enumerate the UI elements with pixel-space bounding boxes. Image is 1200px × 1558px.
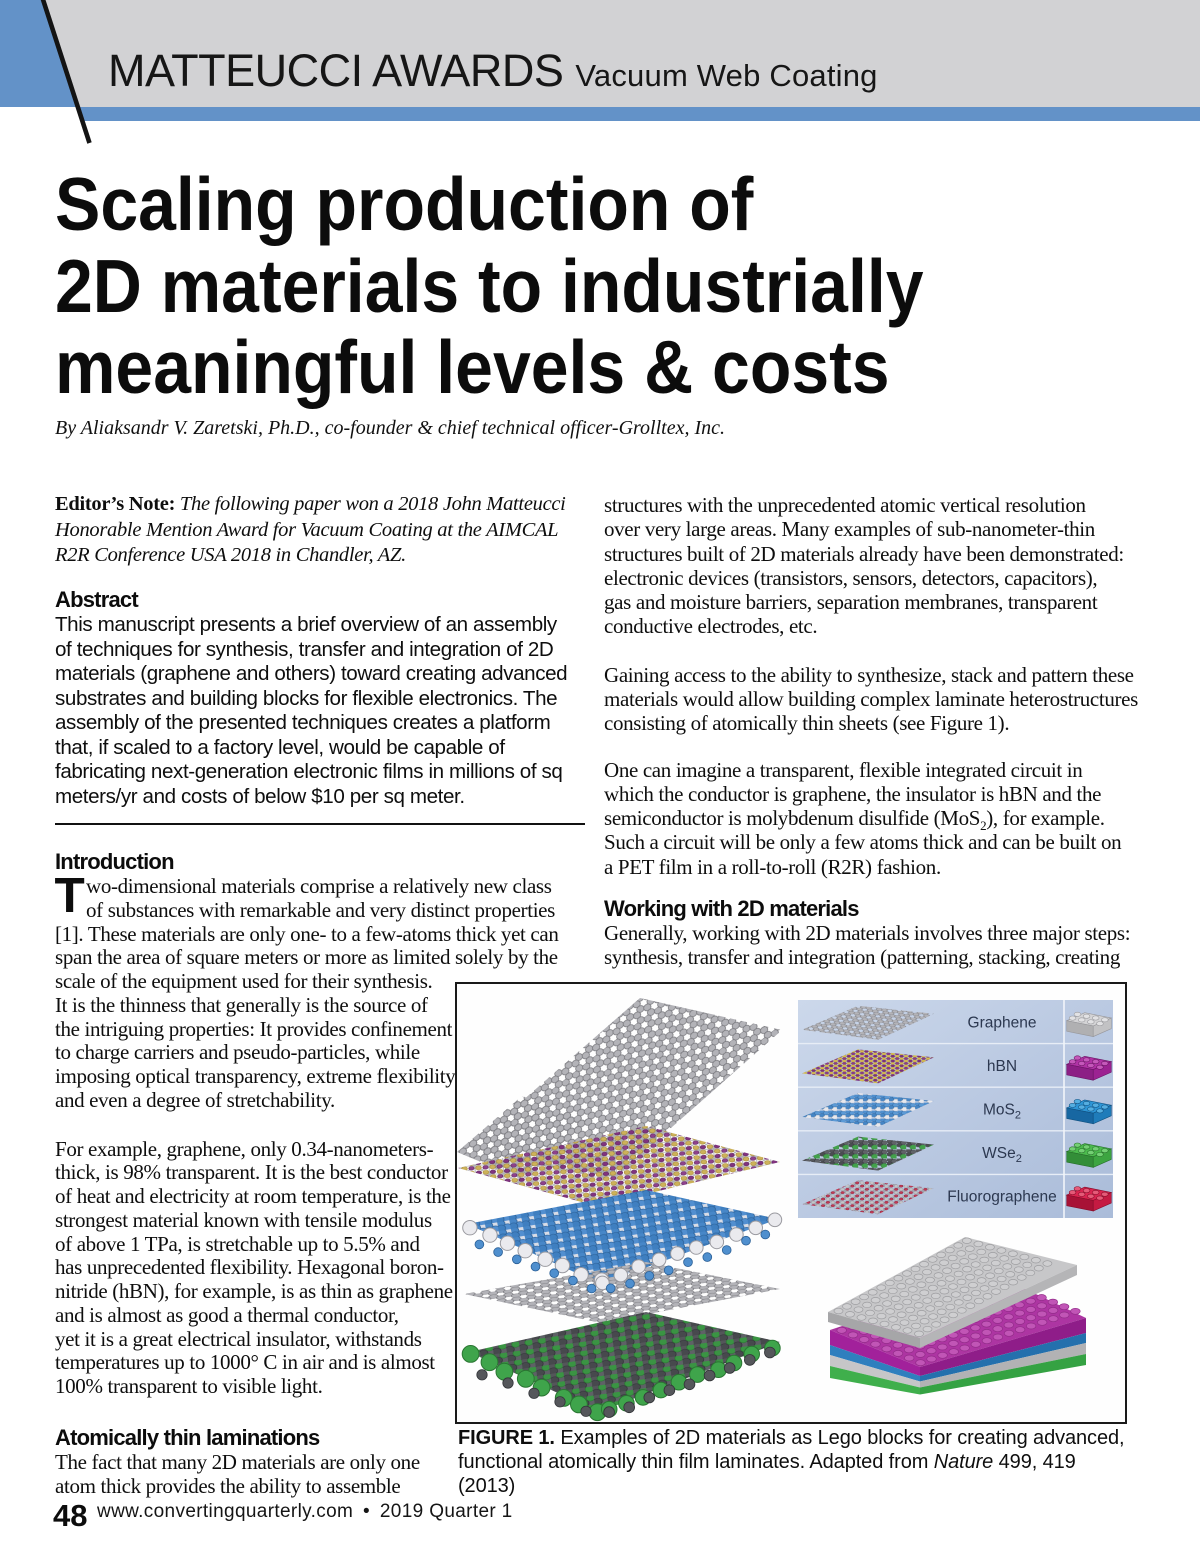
svg-text:WSe2: WSe2 bbox=[982, 1145, 1022, 1165]
svg-text:MoS2: MoS2 bbox=[983, 1102, 1021, 1122]
svg-text:hBN: hBN bbox=[987, 1058, 1017, 1075]
svg-text:Fluorographene: Fluorographene bbox=[947, 1189, 1056, 1206]
svg-text:Graphene: Graphene bbox=[968, 1014, 1037, 1031]
